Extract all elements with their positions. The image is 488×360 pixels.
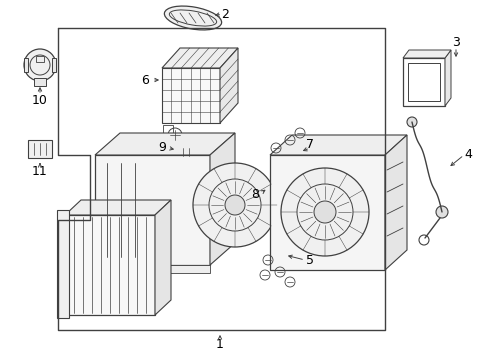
Bar [28, 140, 52, 158]
Polygon shape [209, 133, 235, 265]
Polygon shape [269, 135, 406, 155]
Circle shape [281, 168, 368, 256]
Circle shape [406, 117, 416, 127]
Circle shape [313, 201, 335, 223]
Circle shape [224, 195, 244, 215]
Text: 5: 5 [305, 253, 313, 266]
Text: 4: 4 [463, 148, 471, 162]
Bar [36, 56, 44, 62]
Bar [178, 145, 196, 159]
Polygon shape [155, 200, 171, 315]
Bar [57, 210, 69, 318]
Text: 1: 1 [216, 338, 224, 351]
Polygon shape [384, 135, 406, 270]
Circle shape [435, 206, 447, 218]
Polygon shape [24, 58, 28, 72]
Circle shape [24, 49, 56, 81]
Polygon shape [65, 200, 171, 215]
Bar [65, 215, 155, 315]
Polygon shape [162, 48, 238, 68]
Polygon shape [52, 58, 56, 72]
Text: 9: 9 [158, 141, 165, 154]
Text: 3: 3 [451, 36, 459, 49]
Bar [163, 125, 173, 133]
Bar [95, 155, 209, 265]
Polygon shape [444, 50, 450, 106]
Text: 6: 6 [141, 73, 149, 86]
Polygon shape [402, 50, 450, 58]
Bar [269, 155, 384, 270]
Text: 8: 8 [250, 189, 259, 202]
Bar [95, 265, 209, 273]
Bar [162, 68, 220, 123]
Circle shape [193, 163, 276, 247]
Text: 10: 10 [32, 94, 48, 107]
Text: 2: 2 [221, 8, 228, 21]
Ellipse shape [164, 6, 221, 30]
Polygon shape [95, 133, 235, 155]
Bar [34, 78, 46, 86]
Polygon shape [220, 48, 238, 123]
Text: 7: 7 [305, 139, 313, 152]
Text: 11: 11 [32, 166, 48, 179]
